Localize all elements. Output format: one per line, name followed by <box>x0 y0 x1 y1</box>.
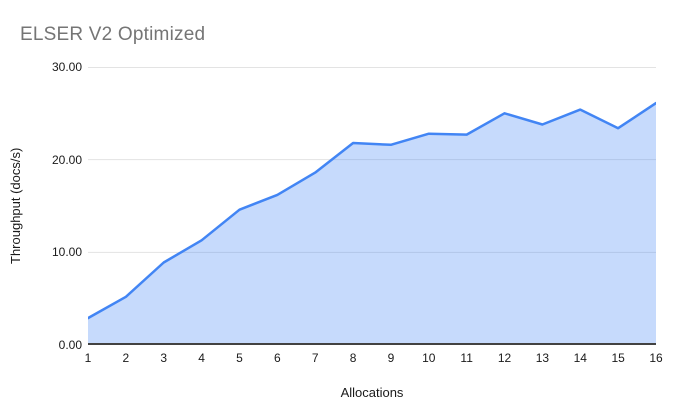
x-tick-label: 13 <box>535 351 550 365</box>
x-tick-label: 1 <box>84 351 92 365</box>
x-tick-label: 10 <box>422 351 436 365</box>
x-tick-label: 11 <box>460 351 473 365</box>
x-tick-label: 4 <box>198 351 205 365</box>
plot-area <box>88 67 656 345</box>
x-tick-label: 12 <box>497 351 512 365</box>
x-tick-label: 2 <box>122 351 130 365</box>
series-line <box>88 101 656 320</box>
x-tick-label: 15 <box>611 351 625 365</box>
y-axis-title: Throughput (docs/s) <box>8 147 23 265</box>
x-axis-title: Allocations <box>340 385 404 400</box>
area-fill <box>88 103 656 345</box>
x-tick-label: 5 <box>236 351 243 365</box>
x-tick-label: 7 <box>311 351 319 365</box>
x-tick-label: 3 <box>160 351 168 365</box>
x-tick-label: 9 <box>387 351 395 365</box>
x-tick-label: 14 <box>573 351 587 365</box>
x-tick-label: 8 <box>349 351 357 365</box>
x-tick-label: 6 <box>273 351 281 365</box>
chart-title: ELSER V2 Optimized <box>20 24 206 45</box>
x-tick-label: 16 <box>649 351 663 365</box>
